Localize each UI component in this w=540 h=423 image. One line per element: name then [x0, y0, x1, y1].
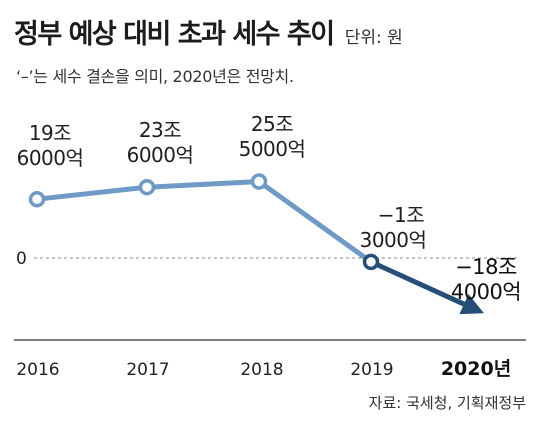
data-label-2018-jo: 25조 — [251, 112, 293, 136]
data-label-2017-jo: 23조 — [139, 118, 181, 142]
x-tick-label-2017: 2017 — [126, 360, 169, 380]
data-point-2018 — [250, 173, 268, 190]
data-label-2016-eok: 6000억 — [17, 146, 84, 170]
chart-note: ‘–’는 세수 결손을 의미, 2020년은 전망치. — [16, 67, 294, 86]
data-label-2019-eok: 3000억 — [360, 228, 427, 252]
title-row: 정부 예상 대비 초과 세수 추이 단위: 원 — [14, 12, 403, 51]
data-label-2017-eok: 6000억 — [127, 143, 194, 167]
chart-title: 정부 예상 대비 초과 세수 추이 — [14, 19, 335, 50]
zero-tick-label: 0 — [16, 249, 27, 269]
data-label-2020년-jo: −18조 — [455, 255, 517, 279]
projection-arrowhead — [459, 294, 484, 315]
data-point-2016 — [28, 190, 46, 208]
data-label-2016-jo: 19조 — [29, 121, 71, 145]
x-tick-label-2019: 2019 — [350, 360, 393, 380]
data-point-2019 — [362, 253, 380, 271]
data-label-2019-jo: −1조 — [378, 203, 424, 227]
data-label-2020년-eok: 4000억 — [451, 280, 521, 304]
unit-label: 단위: 원 — [344, 28, 403, 48]
x-tick-label-2018: 2018 — [240, 360, 283, 380]
source-credit: 자료: 국세청, 기획재정부 — [368, 394, 526, 412]
x-tick-label-2020년: 2020년 — [441, 358, 511, 380]
data-point-2017 — [138, 178, 156, 196]
x-tick-label-2016: 2016 — [16, 360, 59, 380]
series-line-actual — [34, 179, 374, 265]
data-label-2018-eok: 5000억 — [239, 137, 306, 161]
series-line-projection — [368, 259, 469, 308]
